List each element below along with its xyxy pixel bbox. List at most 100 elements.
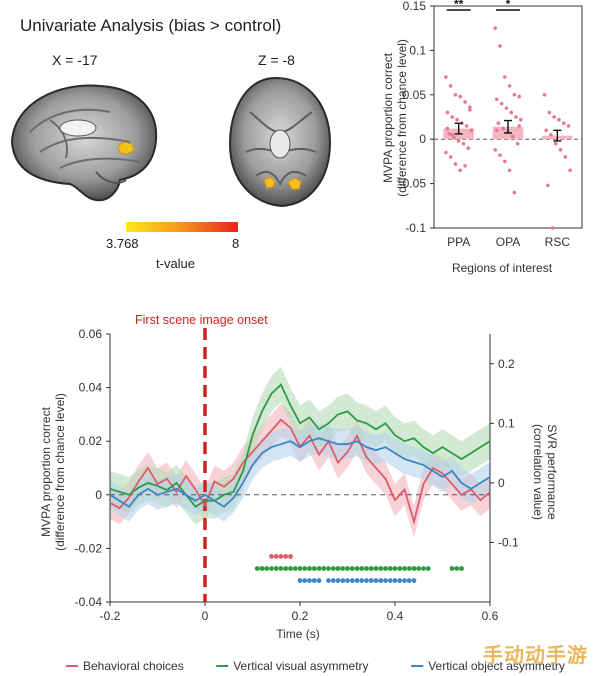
significance-dot: [454, 566, 460, 571]
line-x-tick-label: 0.6: [482, 609, 499, 623]
bar-data-point: [493, 148, 497, 152]
significance-dot: [278, 554, 284, 559]
significance-dot: [269, 566, 274, 571]
sagittal-activation-cluster: [117, 141, 135, 155]
legend-label-1: Vertical visual asymmetry: [233, 659, 368, 673]
series-line-1: [109, 383, 491, 508]
line-y2-tick-label: 0.2: [498, 357, 515, 371]
bar-data-point: [461, 141, 466, 146]
significance-dot: [411, 578, 417, 583]
significance-dot: [406, 566, 412, 571]
colorbar-title: t-value: [156, 256, 196, 271]
bar-data-point: [568, 168, 572, 173]
bar-data-point: [496, 121, 501, 126]
significance-dot: [349, 566, 355, 571]
significance-dot: [387, 578, 393, 583]
line-x-tick-label: 0.2: [292, 609, 309, 623]
significance-dot: [269, 554, 274, 559]
significance-dot: [316, 578, 322, 583]
significance-dot: [335, 566, 341, 571]
significance-dot: [311, 566, 317, 571]
significance-dot: [373, 566, 379, 571]
bar-data-point: [558, 148, 563, 152]
significance-dot: [397, 566, 403, 571]
significance-dot: [354, 566, 360, 571]
bar-data-point: [495, 128, 499, 133]
significance-dot: [335, 578, 341, 583]
significance-dot: [278, 566, 284, 571]
bar-data-point: [456, 139, 461, 143]
significance-dot: [392, 578, 398, 583]
watermark-text: 手动动手游: [483, 645, 588, 667]
legend-label-2: Vertical object asymmetry: [428, 659, 565, 673]
line-y-tick-label: 0.02: [79, 434, 103, 448]
brain-images: [10, 76, 332, 208]
significance-dot: [383, 566, 388, 571]
bar-data-point: [509, 110, 513, 115]
bar-data-point: [550, 226, 555, 230]
bar-data-point: [448, 84, 453, 88]
bar-data-point: [549, 132, 553, 137]
significance-dot: [449, 566, 455, 571]
bar-data-point: [553, 141, 558, 146]
line-y-tick-label: 0: [95, 488, 102, 502]
significance-dot: [378, 578, 384, 583]
significance-dot: [307, 566, 312, 571]
significance-dot: [354, 578, 360, 583]
significance-dot: [368, 578, 374, 583]
line-y-axis-label-line1: MVPA proportion correct: [39, 406, 53, 536]
sagittal-coordinate-label: X = -17: [52, 52, 98, 68]
significance-dot: [302, 578, 308, 583]
line-y2-axis-label-line1: SVR performance: [545, 424, 559, 520]
bar-data-point: [466, 146, 471, 150]
bar-data-point: [557, 117, 561, 122]
bar-category-label: RSC: [545, 235, 571, 249]
significance-dot: [459, 566, 464, 571]
bar-data-point: [545, 183, 550, 188]
significance-dot: [273, 554, 279, 559]
bar-data-point: [445, 126, 450, 131]
significance-dot: [383, 578, 388, 583]
bar-data-point: [493, 26, 497, 31]
significance-dot: [297, 578, 303, 583]
line-y2-tick-label: -0.1: [498, 535, 519, 549]
bar-y-tick-label: 0.05: [403, 88, 427, 102]
significance-dot: [302, 566, 308, 571]
significance-dot: [373, 578, 379, 583]
bar-data-point: [469, 128, 474, 133]
timecourse-line-chart: 0.06 0.04 0.02 0 -0.02 -0.04 0.2 0.1 0 -0.1 -0.2 0 0…: [39, 313, 565, 673]
significance-dot: [297, 566, 303, 571]
colorbar: [126, 222, 238, 232]
bar-data-point: [463, 100, 467, 104]
line-x-tick-label: 0.4: [387, 609, 404, 623]
bar-data-point: [453, 93, 458, 97]
line-x-axis-label: Time (s): [276, 627, 320, 641]
line-y-tick-label: 0.06: [79, 327, 103, 341]
bar-data-point: [499, 101, 504, 106]
series-line-2: [109, 437, 491, 508]
bar-data-point: [512, 190, 517, 195]
legend-label-0: Behavioral choices: [83, 659, 184, 673]
series-band-2: [110, 423, 490, 522]
bar-data-point: [504, 106, 509, 110]
significance-dot: [397, 578, 403, 583]
line-y2-axis-label-line2: (correlation value): [531, 424, 545, 520]
bar-data-point: [450, 115, 455, 119]
significance-dot: [411, 566, 417, 571]
bar-data-point: [453, 162, 458, 166]
significance-dot: [330, 566, 336, 571]
bar-data-point: [464, 124, 469, 128]
significance-dot: [359, 566, 365, 571]
significance-dot: [311, 578, 317, 583]
bar-data-point: [444, 150, 448, 155]
significance-dot: [402, 566, 407, 571]
bar-category-label: PPA: [447, 235, 470, 249]
bar-data-point: [498, 44, 502, 48]
bar-data-point: [503, 159, 507, 164]
bar-data-point: [512, 93, 517, 97]
line-x-tick-label: -0.2: [100, 609, 121, 623]
line-y-axis-label-line2: (difference from chance level): [53, 393, 67, 551]
bar-data-point: [544, 128, 548, 133]
bar-significance-mark: **: [454, 0, 464, 11]
significance-dot: [425, 566, 431, 571]
